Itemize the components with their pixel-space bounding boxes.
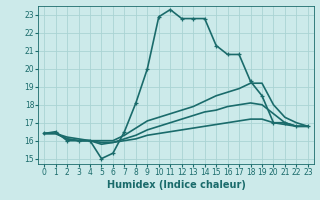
X-axis label: Humidex (Indice chaleur): Humidex (Indice chaleur) bbox=[107, 180, 245, 190]
